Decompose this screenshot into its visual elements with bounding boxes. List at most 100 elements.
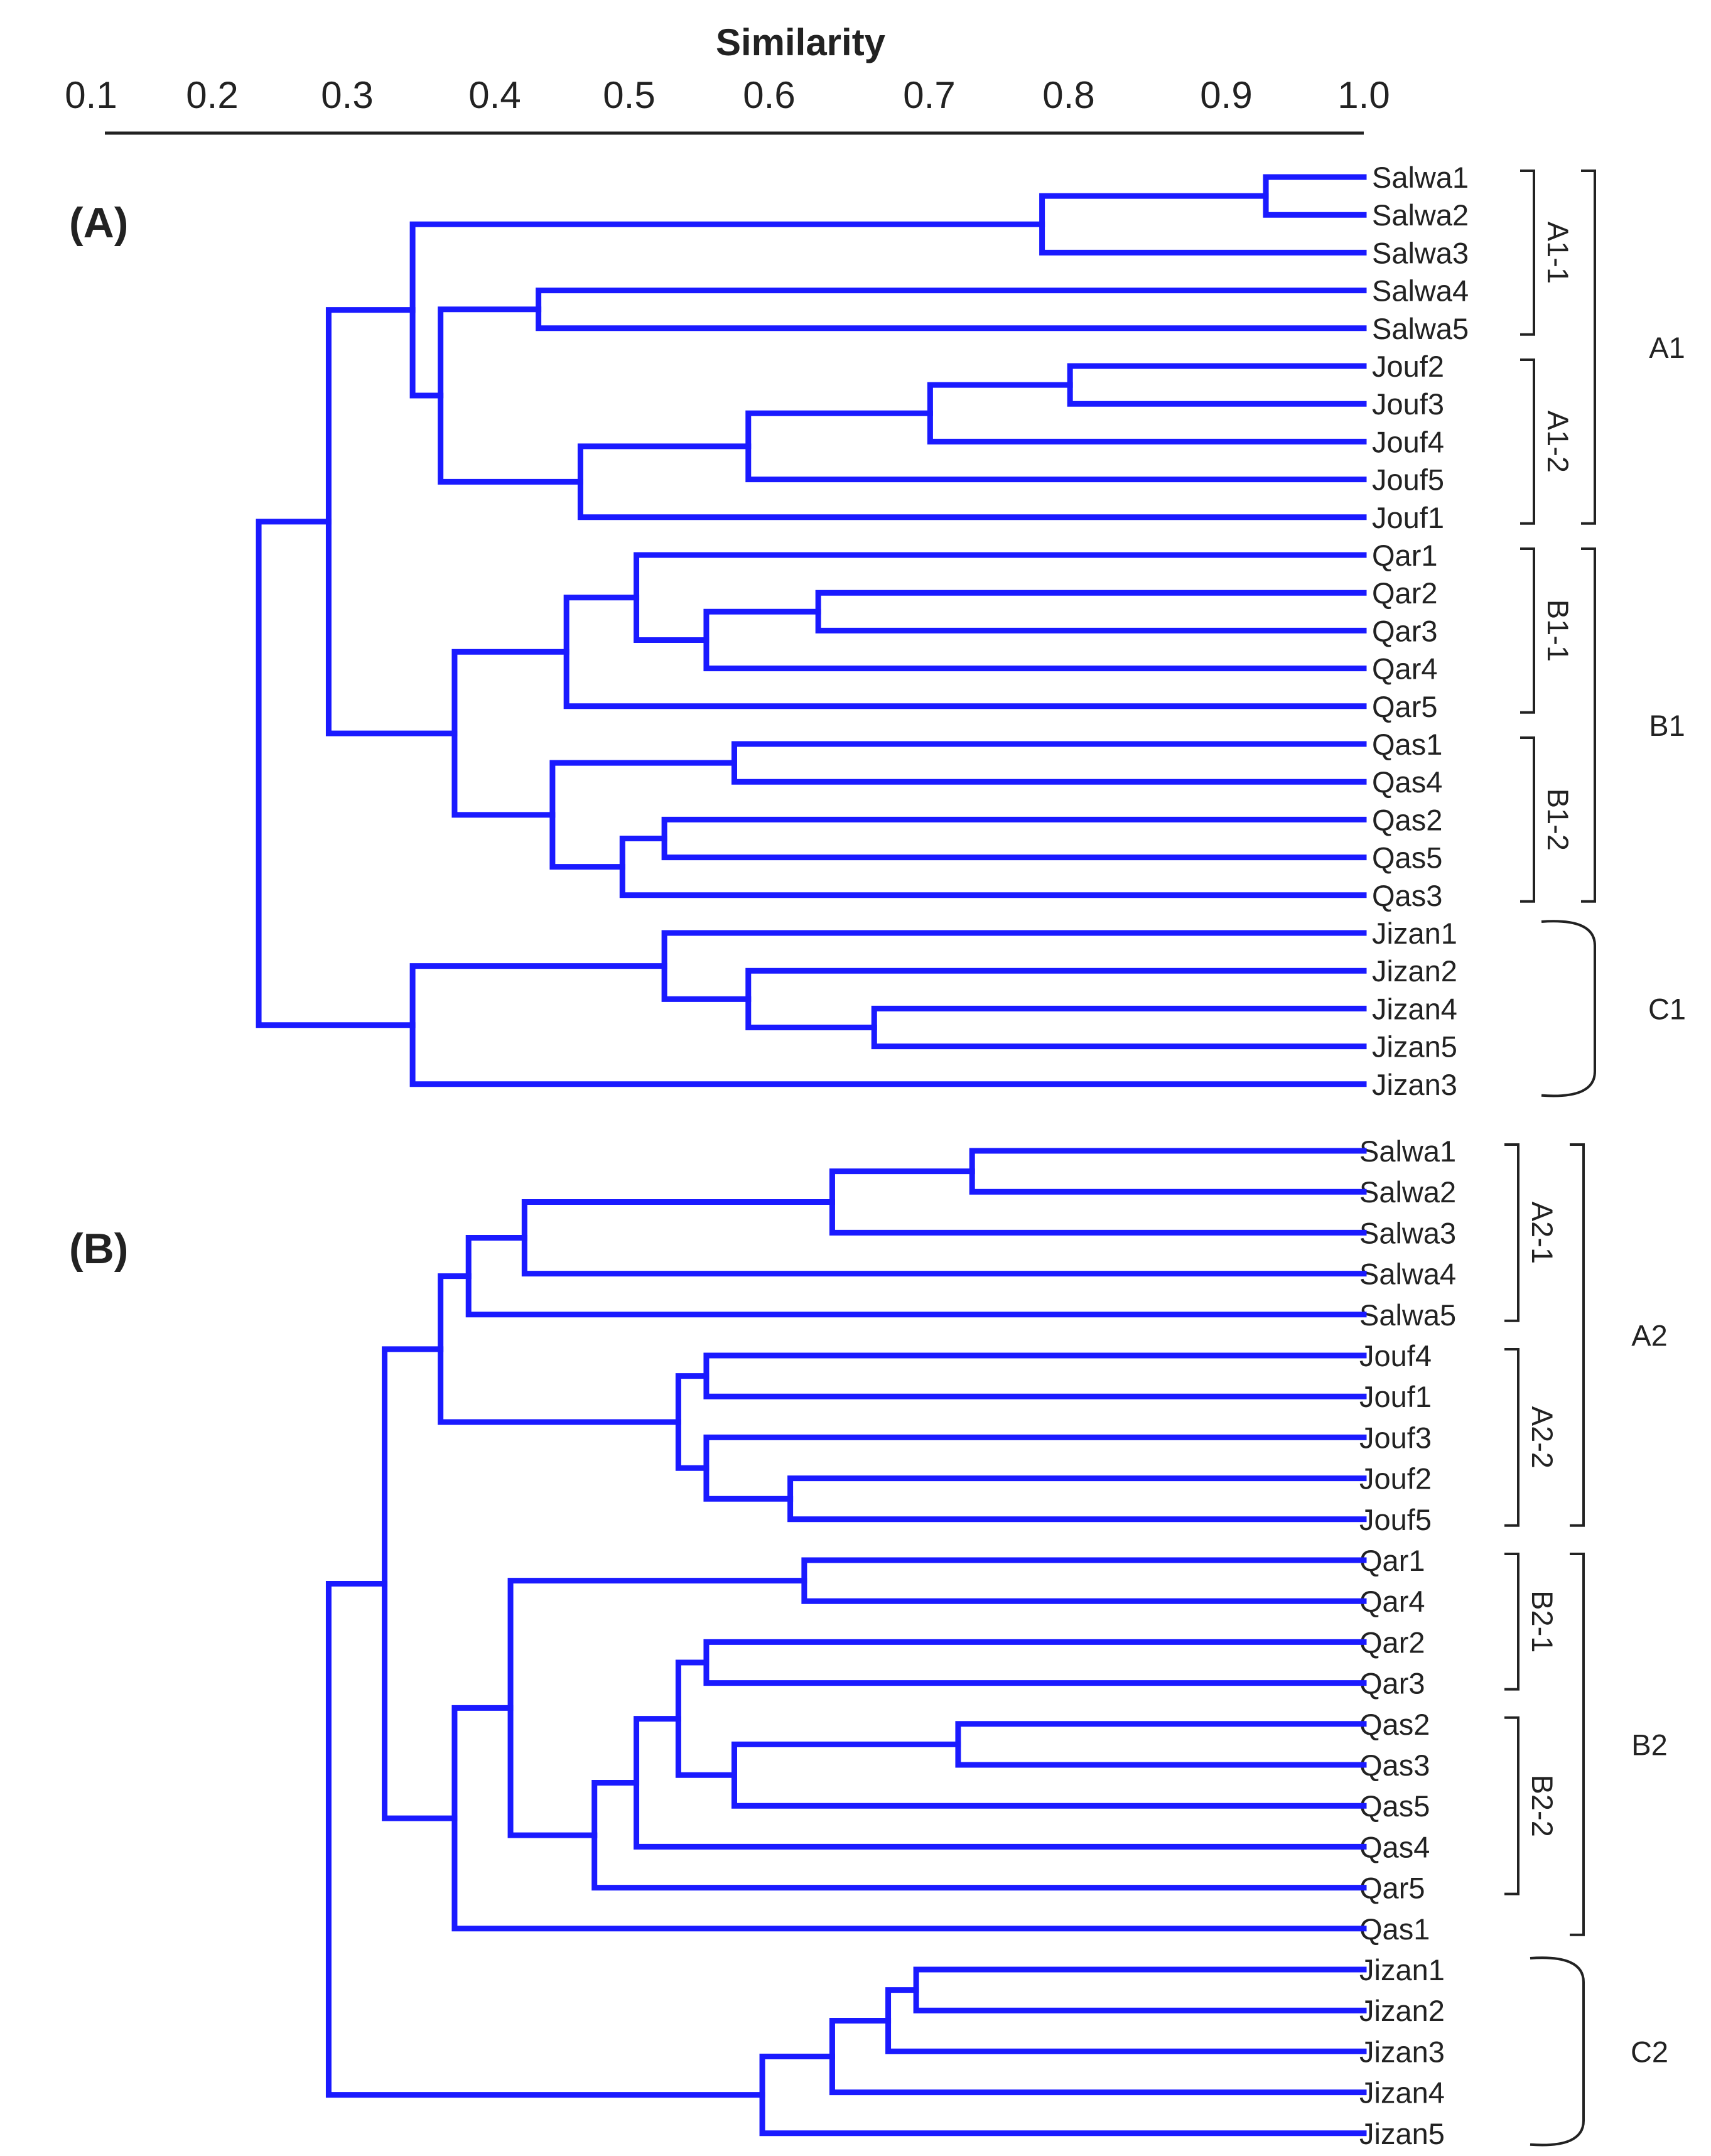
leaf-label: Salwa3 [1359, 1216, 1456, 1249]
leaf-label: Salwa2 [1359, 1175, 1456, 1209]
leaf-label: Jouf4 [1372, 425, 1444, 458]
leaf-label: Qar5 [1359, 1872, 1425, 1905]
dendrogram-branch [563, 595, 1367, 709]
panel-b: (B) Salwa1 Salwa2 Salwa3 Salwa4 Salwa5 Jouf4 Jo… [69, 1135, 1668, 2150]
subcluster-bracket [1504, 1348, 1519, 1527]
dendrogram-branch [536, 288, 1367, 331]
leaf-label: Qar4 [1359, 1585, 1425, 1618]
cluster-label: C2 [1631, 2035, 1668, 2068]
axis-tick-label: 0.5 [603, 74, 655, 116]
cluster-brace [1541, 920, 1596, 1097]
cluster-label: A1 [1649, 331, 1685, 364]
dendrogram-branch [871, 1005, 1367, 1050]
subcluster-bracket [1520, 358, 1535, 525]
dendrogram-branch [634, 552, 1367, 643]
panel-label: (A) [69, 199, 128, 247]
subcluster-bracket [1520, 736, 1535, 903]
subcluster-bracket [1504, 1716, 1519, 1895]
leaf-label: Jizan4 [1359, 2076, 1445, 2110]
dendrogram-branch [703, 1352, 1367, 1399]
subcluster-label: B2-1 [1526, 1590, 1559, 1652]
cluster-bracket [1581, 547, 1596, 903]
axis-tick-label: 0.6 [743, 74, 795, 116]
dendrogram-branch [885, 1987, 1367, 2054]
dendrogram-branch [438, 1273, 681, 1425]
axis-tick-label: 0.7 [903, 74, 955, 116]
leaf-label: Jouf2 [1372, 350, 1444, 383]
dendrogram-branch [829, 2018, 1367, 2096]
leaf-label: Jouf1 [1372, 501, 1444, 534]
leaf-label: Qas2 [1359, 1708, 1430, 1741]
dendrogram-branch [325, 1580, 765, 2098]
leaf-label: Jizan3 [1372, 1068, 1457, 1101]
dendrogram-branch [927, 382, 1367, 445]
axis-tick-label: 0.9 [1200, 74, 1252, 116]
panel-a: (A) Salwa1 Salwa2 Salwa3 Salwa4 Salwa5 Jouf2 Jo… [69, 161, 1686, 1101]
leaf-label: Jizan2 [1359, 1994, 1445, 2027]
cluster-bracket [1570, 1553, 1585, 1936]
leaf-label: Qas5 [1359, 1789, 1430, 1823]
subcluster-label: B1-1 [1541, 600, 1575, 662]
dendrogram-branch [801, 1557, 1367, 1604]
leaf-label: Salwa3 [1372, 236, 1469, 269]
axis-tick-label: 0.2 [186, 74, 238, 116]
dendrogram-branch [438, 306, 583, 485]
leaf-label: Jouf5 [1372, 463, 1444, 497]
subcluster-bracket [1504, 1553, 1519, 1691]
dendrogram-branch [451, 1705, 1367, 1932]
dendrogram-branch [1263, 174, 1367, 218]
cluster-label: C1 [1648, 992, 1686, 1025]
subcluster-label: A1-1 [1541, 222, 1575, 284]
subcluster-bracket [1504, 1143, 1519, 1322]
leaf-label: Qar2 [1372, 576, 1438, 610]
leaf-label: Qas3 [1359, 1749, 1430, 1782]
subcluster-label: B2-2 [1526, 1775, 1559, 1837]
leaf-label: Jouf2 [1359, 1462, 1432, 1496]
leaf-label: Jouf3 [1372, 387, 1444, 421]
leaf-label: Salwa1 [1359, 1135, 1456, 1168]
dendrogram-branch [675, 1373, 710, 1471]
dendrogram-branch [731, 1741, 1367, 1809]
dendrogram-branch [913, 1966, 1367, 2013]
cluster-bracket [1581, 170, 1596, 525]
subcluster-label: A2-2 [1526, 1406, 1559, 1469]
subcluster-label: B1-2 [1541, 789, 1575, 851]
panel-label: (B) [69, 1225, 128, 1273]
subcluster-label: A2-1 [1526, 1202, 1559, 1264]
leaf-label: Salwa4 [1372, 274, 1469, 308]
dendrogram-branch [325, 307, 458, 736]
dendrogram-branch [787, 1475, 1367, 1523]
leaf-label: Salwa5 [1359, 1298, 1456, 1332]
dendrogram-branch [256, 519, 416, 1028]
leaf-label: Jouf4 [1359, 1339, 1432, 1372]
subcluster-label: A1-2 [1541, 411, 1575, 473]
dendrogram-branch [661, 930, 1367, 1002]
cluster-brace [1530, 1956, 1585, 2147]
leaf-label: Salwa4 [1359, 1258, 1456, 1291]
leaf-label: Qar5 [1372, 690, 1438, 723]
dendrogram-branch [619, 836, 1367, 898]
dendrogram-branch [507, 1578, 807, 1838]
dendrogram-branch [409, 963, 1367, 1087]
leaf-label: Qar3 [1359, 1667, 1425, 1700]
dendrogram-branch [591, 1780, 1367, 1891]
dendrogram-branch [521, 1199, 1367, 1277]
dendrogram-branch [745, 968, 1367, 1030]
dendrogram-branch [703, 608, 1367, 672]
axis-tick-label: 0.3 [321, 74, 373, 116]
leaf-label: Jizan2 [1372, 954, 1457, 988]
leaf-label: Qas1 [1359, 1912, 1430, 1946]
cluster-label: B2 [1631, 1728, 1668, 1761]
dendrogram-branch [731, 741, 1367, 785]
leaf-label: Salwa5 [1372, 312, 1469, 345]
leaf-label: Jizan1 [1372, 917, 1457, 950]
leaf-label: Qas4 [1359, 1830, 1430, 1863]
cluster-bracket [1570, 1143, 1585, 1527]
leaf-label: Qas1 [1372, 728, 1442, 761]
leaf-label: Qar1 [1372, 539, 1438, 572]
leaf-label: Salwa1 [1372, 161, 1469, 194]
leaf-label: Jouf5 [1359, 1503, 1432, 1536]
leaf-label: Jizan3 [1359, 2035, 1445, 2068]
subcluster-bracket [1520, 547, 1535, 714]
